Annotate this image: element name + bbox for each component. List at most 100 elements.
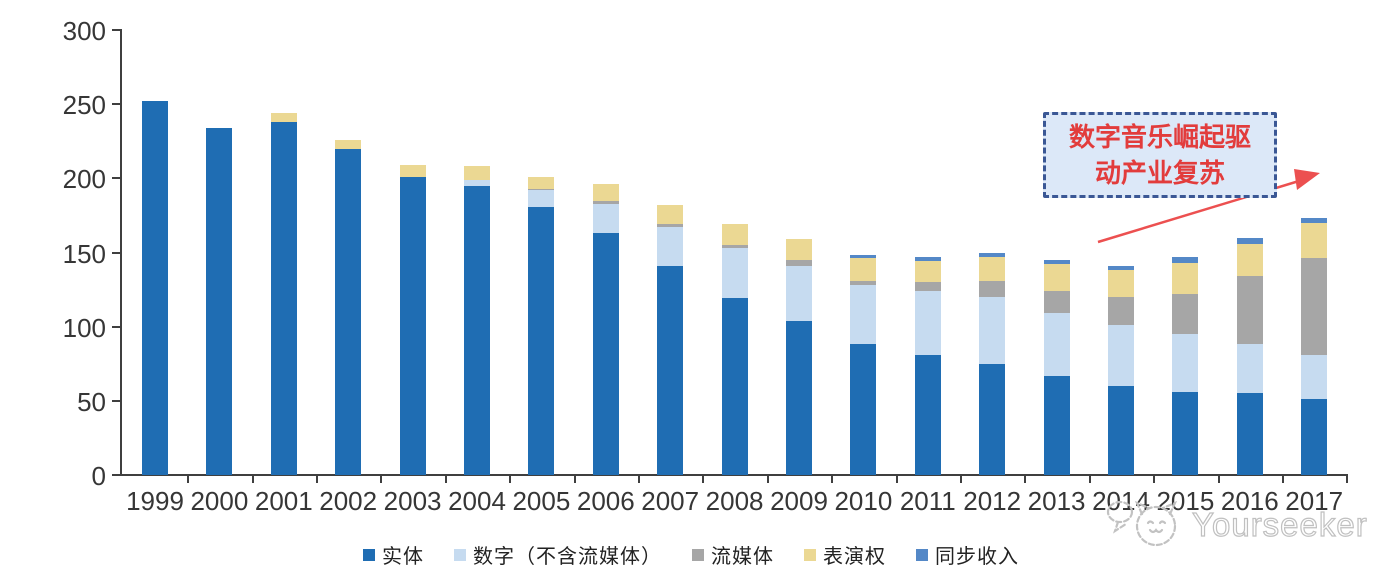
legend-item: 表演权 bbox=[804, 540, 886, 569]
x-axis-label: 2001 bbox=[254, 486, 313, 516]
bar-segment bbox=[850, 285, 877, 345]
legend-item: 实体 bbox=[363, 540, 424, 569]
bar-segment bbox=[979, 252, 1006, 257]
y-axis-label: 250 bbox=[62, 90, 106, 121]
bar-segment bbox=[528, 176, 555, 189]
bar-segment bbox=[914, 282, 941, 292]
bar-segment bbox=[979, 363, 1006, 475]
bar-segment bbox=[592, 233, 619, 475]
x-tick bbox=[1282, 475, 1284, 483]
x-axis-line bbox=[120, 474, 1348, 476]
legend-swatch-icon bbox=[692, 548, 704, 561]
x-tick bbox=[187, 475, 190, 483]
x-tick bbox=[638, 475, 640, 483]
legend-label: 同步收入 bbox=[935, 546, 1019, 568]
bar-segment bbox=[1301, 222, 1328, 259]
legend-swatch-icon bbox=[454, 548, 466, 561]
x-axis-label: 2009 bbox=[770, 486, 828, 516]
y-axis-label: 0 bbox=[91, 461, 106, 491]
bar-segment bbox=[1108, 386, 1134, 475]
y-tick bbox=[112, 29, 121, 31]
bar-segment bbox=[979, 256, 1006, 281]
legend-swatch-icon bbox=[363, 548, 375, 561]
x-axis-label: 2013 bbox=[1027, 486, 1086, 516]
bar-segment bbox=[592, 200, 619, 204]
bar-segment bbox=[979, 297, 1006, 364]
bar-segment bbox=[1301, 218, 1328, 223]
x-axis-label: 2008 bbox=[705, 486, 764, 516]
bar-segment bbox=[1108, 265, 1134, 271]
bar-segment bbox=[592, 203, 619, 234]
bar-segment bbox=[1108, 297, 1134, 326]
x-tick bbox=[1088, 475, 1091, 483]
y-axis-label: 300 bbox=[62, 16, 106, 46]
bar-segment bbox=[657, 224, 684, 228]
x-axis-label: 2000 bbox=[190, 486, 249, 516]
legend-item: 流媒体 bbox=[692, 540, 774, 569]
bar-segment bbox=[1236, 276, 1263, 345]
y-axis-label: 100 bbox=[62, 312, 106, 343]
x-tick bbox=[573, 475, 576, 483]
bar-segment bbox=[1172, 256, 1199, 263]
bar-segment bbox=[1043, 264, 1070, 292]
bar-segment bbox=[399, 176, 426, 475]
bar-segment bbox=[786, 259, 812, 266]
bar-segment bbox=[1043, 291, 1070, 314]
bar-segment bbox=[850, 255, 877, 259]
bar-segment bbox=[1236, 243, 1263, 277]
x-axis-label: 2006 bbox=[576, 486, 635, 516]
x-tick bbox=[766, 475, 769, 483]
legend-item: 同步收入 bbox=[916, 540, 1019, 569]
bar-segment bbox=[657, 265, 684, 475]
x-tick bbox=[702, 475, 705, 483]
x-tick bbox=[960, 475, 962, 483]
x-tick bbox=[1024, 475, 1027, 483]
bar-segment bbox=[528, 188, 555, 191]
bar-segment bbox=[721, 298, 748, 475]
x-tick bbox=[509, 475, 512, 483]
x-axis-label: 2017 bbox=[1285, 486, 1344, 516]
bar-segment bbox=[1236, 393, 1263, 475]
bar-segment bbox=[914, 261, 941, 283]
bar-segment bbox=[335, 139, 362, 149]
bar-segment bbox=[1172, 334, 1199, 392]
bar-segment bbox=[1172, 262, 1199, 295]
bar-segment bbox=[850, 344, 877, 475]
x-axis-label: 2016 bbox=[1220, 486, 1279, 516]
bar-segment bbox=[270, 121, 297, 475]
legend-label: 流媒体 bbox=[711, 546, 774, 568]
annotation-text-line1: 数字音乐崛起驱 bbox=[1068, 122, 1251, 152]
bar-segment bbox=[657, 205, 684, 225]
x-axis-label: 2003 bbox=[383, 486, 442, 516]
x-axis-label: 2004 bbox=[448, 486, 506, 516]
bar-segment bbox=[1043, 313, 1070, 376]
bar-segment bbox=[1108, 325, 1134, 386]
bar-segment bbox=[1236, 344, 1263, 394]
bar-segment bbox=[914, 291, 941, 355]
x-tick bbox=[444, 475, 447, 483]
x-axis-label: 1999 bbox=[126, 486, 184, 516]
x-tick bbox=[251, 475, 254, 483]
x-tick bbox=[380, 475, 383, 483]
bar-segment bbox=[850, 280, 877, 286]
bar-segment bbox=[1301, 399, 1328, 475]
bar-segment bbox=[1108, 270, 1134, 297]
legend-item: 数字（不含流媒体） bbox=[454, 540, 662, 569]
bar-segment bbox=[1301, 258, 1328, 355]
bar-segment bbox=[786, 265, 812, 321]
x-axis-label: 2007 bbox=[641, 486, 700, 516]
bar-segment bbox=[721, 248, 748, 299]
yourseeker-logo-icon bbox=[1106, 500, 1178, 547]
legend-swatch-icon bbox=[916, 548, 928, 561]
legend-swatch-icon bbox=[804, 548, 816, 561]
bar-segment bbox=[914, 354, 941, 475]
bar-segment bbox=[721, 245, 748, 249]
bar-segment bbox=[464, 179, 490, 186]
bar-segment bbox=[914, 256, 941, 262]
bar-segment bbox=[1043, 259, 1070, 265]
y-tick bbox=[112, 251, 121, 254]
bar-segment bbox=[850, 258, 877, 281]
watermark-text: Yourseeker bbox=[1191, 505, 1368, 543]
x-tick bbox=[1346, 475, 1349, 483]
